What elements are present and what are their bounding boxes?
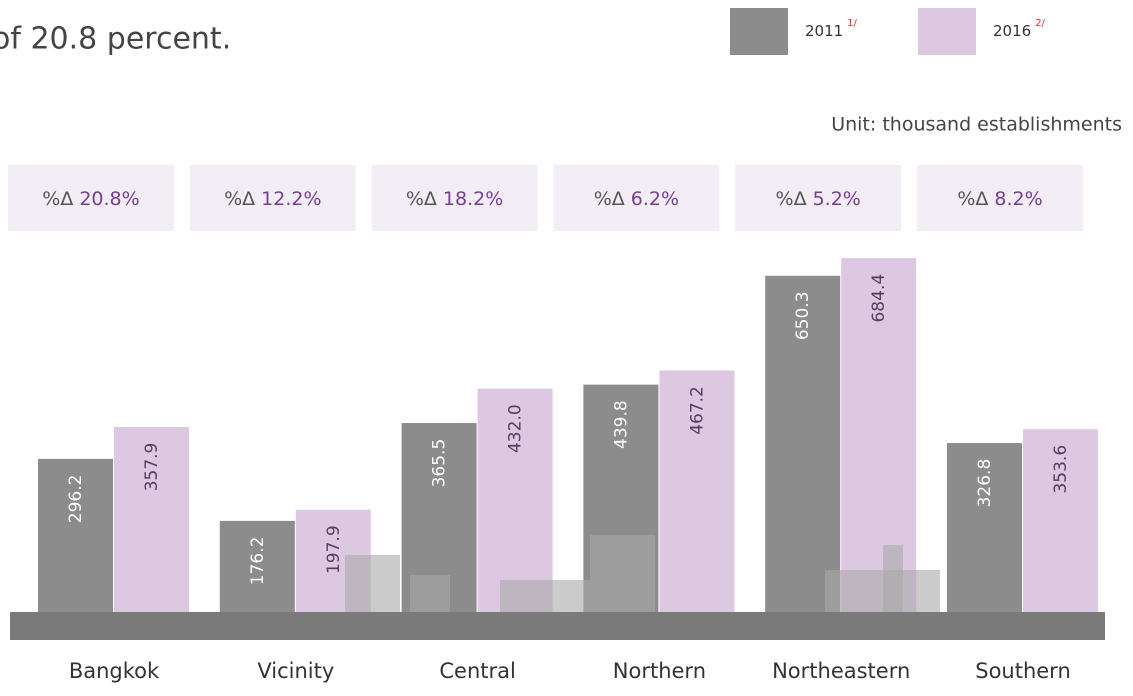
value-label: 357.9 <box>142 443 162 492</box>
change-value: 5.2% <box>813 188 861 210</box>
change-prefix: %Δ <box>42 188 73 210</box>
x-tick-label: Central <box>439 659 515 683</box>
ground <box>10 612 1105 640</box>
building <box>825 570 940 612</box>
legend-label: 2011 1/ <box>805 18 858 40</box>
value-label: 684.4 <box>869 274 889 323</box>
change-prefix: %Δ <box>957 188 988 210</box>
x-tick-label: Southern <box>975 659 1071 683</box>
change-value: 6.2% <box>631 188 679 210</box>
change-label: %Δ 5.2% <box>776 188 861 210</box>
change-prefix: %Δ <box>406 188 437 210</box>
value-label: 197.9 <box>324 525 344 574</box>
value-label: 365.5 <box>430 439 450 488</box>
change-label: %Δ 12.2% <box>224 188 321 210</box>
change-value: 18.2% <box>443 188 503 210</box>
building <box>500 580 590 612</box>
x-tick-label: Northern <box>613 659 706 683</box>
legend-name: 2011 <box>805 22 843 40</box>
value-label: 296.2 <box>66 475 86 524</box>
building <box>410 575 450 612</box>
change-prefix: %Δ <box>224 188 255 210</box>
building <box>590 535 655 612</box>
value-label: 432.0 <box>506 404 526 453</box>
x-tick-label: Bangkok <box>69 659 160 683</box>
change-prefix: %Δ <box>776 188 807 210</box>
unit-label: Unit: thousand establishments <box>831 114 1122 136</box>
change-label: %Δ 20.8% <box>42 188 139 210</box>
legend-label: 2016 2/ <box>993 18 1046 40</box>
change-value: 8.2% <box>994 188 1042 210</box>
chart-title: of 20.8 percent. <box>0 22 231 57</box>
value-label: 353.6 <box>1051 445 1071 494</box>
change-label: %Δ 8.2% <box>957 188 1042 210</box>
legend-note: 1/ <box>847 18 857 29</box>
legend-note: 2/ <box>1035 18 1045 29</box>
value-label: 439.8 <box>611 400 631 449</box>
change-label: %Δ 6.2% <box>594 188 679 210</box>
x-tick-label: Northeastern <box>772 659 910 683</box>
legend-swatch <box>918 8 976 55</box>
legend-swatch <box>730 8 788 55</box>
x-tick-label: Vicinity <box>257 659 334 683</box>
change-value: 20.8% <box>79 188 139 210</box>
change-prefix: %Δ <box>594 188 625 210</box>
value-label: 326.8 <box>975 459 995 508</box>
legend-name: 2016 <box>993 22 1031 40</box>
value-label: 176.2 <box>248 537 268 586</box>
change-value: 12.2% <box>261 188 321 210</box>
value-label: 467.2 <box>687 386 707 435</box>
building <box>883 545 903 612</box>
value-label: 650.3 <box>793 291 813 340</box>
change-label: %Δ 18.2% <box>406 188 503 210</box>
chart: of 20.8 percent. Unit: thousand establis… <box>0 0 1133 692</box>
building <box>345 555 400 612</box>
